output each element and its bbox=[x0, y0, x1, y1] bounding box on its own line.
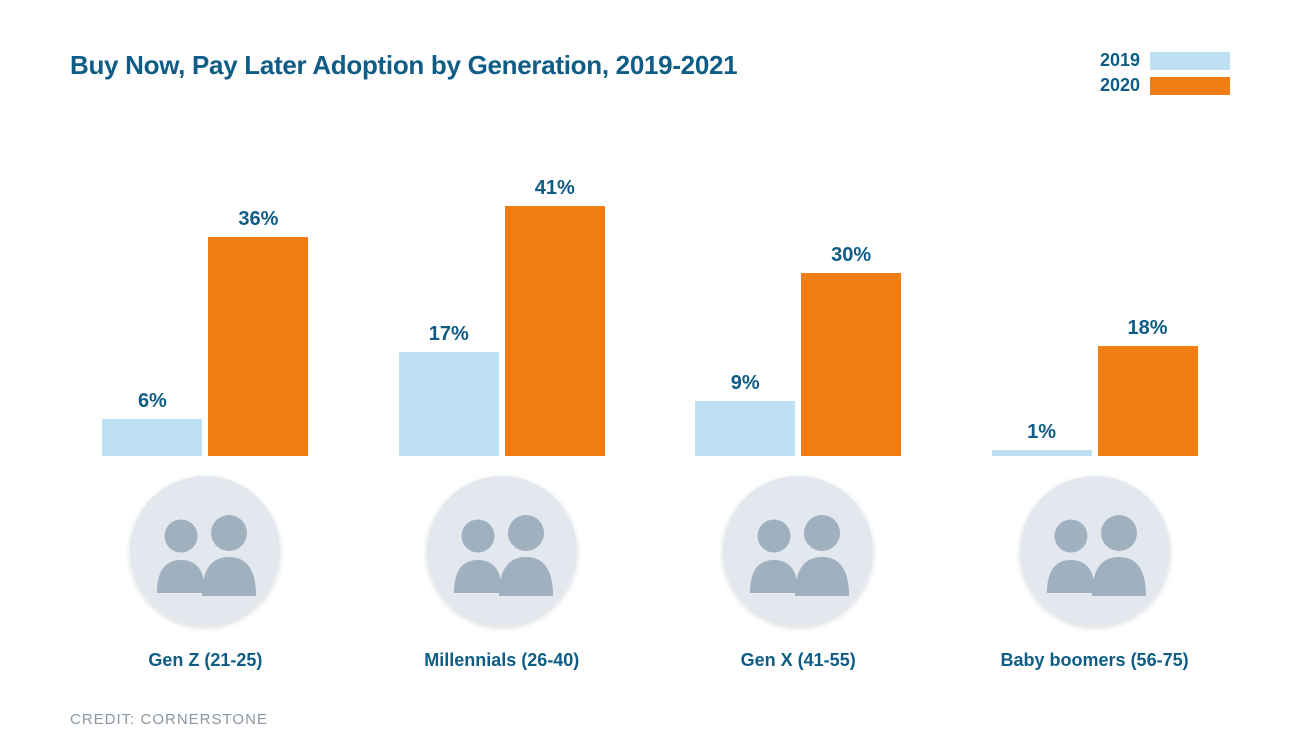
legend-swatch-2020 bbox=[1150, 77, 1230, 95]
bar-value-label: 1% bbox=[1027, 421, 1056, 444]
bar-pair: 1% 18% bbox=[992, 166, 1198, 456]
legend-item-2020: 2020 bbox=[1092, 75, 1230, 96]
credit-line: CREDIT: CORNERSTONE bbox=[70, 711, 1230, 728]
bar-pair: 6% 36% bbox=[102, 166, 308, 456]
bar bbox=[102, 419, 202, 456]
bar-value-label: 18% bbox=[1128, 317, 1168, 340]
bar-wrap: 18% bbox=[1098, 317, 1198, 456]
bar-wrap: 41% bbox=[505, 177, 605, 456]
chart-title: Buy Now, Pay Later Adoption by Generatio… bbox=[70, 50, 737, 81]
bar bbox=[1098, 346, 1198, 456]
bar bbox=[695, 401, 795, 456]
bar-value-label: 36% bbox=[238, 208, 278, 231]
avatars-row: Gen Z (21-25) Millennials (26-40) Gen X … bbox=[70, 456, 1230, 671]
millennials-photo-icon bbox=[427, 476, 577, 626]
bar-value-label: 41% bbox=[535, 177, 575, 200]
bar-wrap: 1% bbox=[992, 421, 1092, 456]
bar-value-label: 6% bbox=[138, 390, 167, 413]
bar-group: 9% 30% bbox=[673, 166, 924, 456]
category-cell: Gen Z (21-25) bbox=[80, 476, 331, 671]
category-label: Millennials (26-40) bbox=[424, 650, 579, 671]
bar bbox=[208, 237, 308, 457]
bar-wrap: 17% bbox=[399, 323, 499, 456]
bar-wrap: 9% bbox=[695, 372, 795, 456]
bar-wrap: 6% bbox=[102, 390, 202, 456]
bar-group: 17% 41% bbox=[376, 166, 627, 456]
bar bbox=[505, 206, 605, 456]
bar-group: 6% 36% bbox=[80, 166, 331, 456]
bar bbox=[801, 273, 901, 456]
category-label: Gen Z (21-25) bbox=[148, 650, 262, 671]
boomers-photo-icon bbox=[1020, 476, 1170, 626]
legend-label-2019: 2019 bbox=[1092, 50, 1140, 71]
genz-photo-icon bbox=[130, 476, 280, 626]
legend-label-2020: 2020 bbox=[1092, 75, 1140, 96]
bar-pair: 17% 41% bbox=[399, 166, 605, 456]
bar-wrap: 30% bbox=[801, 244, 901, 456]
genx-photo-icon bbox=[723, 476, 873, 626]
bar-value-label: 17% bbox=[429, 323, 469, 346]
category-label: Baby boomers (56-75) bbox=[1001, 650, 1189, 671]
category-label: Gen X (41-55) bbox=[741, 650, 856, 671]
category-cell: Millennials (26-40) bbox=[376, 476, 627, 671]
bar-group: 1% 18% bbox=[969, 166, 1220, 456]
category-cell: Gen X (41-55) bbox=[673, 476, 924, 671]
chart-area: 6% 36% 17% 41% 9% 30% 1% 18% bbox=[70, 166, 1230, 456]
category-cell: Baby boomers (56-75) bbox=[969, 476, 1220, 671]
legend-item-2019: 2019 bbox=[1092, 50, 1230, 71]
bar-value-label: 9% bbox=[731, 372, 760, 395]
legend: 2019 2020 bbox=[1092, 50, 1230, 96]
bar-value-label: 30% bbox=[831, 244, 871, 267]
bar bbox=[992, 450, 1092, 456]
bar-pair: 9% 30% bbox=[695, 166, 901, 456]
bar bbox=[399, 352, 499, 456]
header-row: Buy Now, Pay Later Adoption by Generatio… bbox=[70, 50, 1230, 96]
legend-swatch-2019 bbox=[1150, 52, 1230, 70]
bar-wrap: 36% bbox=[208, 208, 308, 457]
